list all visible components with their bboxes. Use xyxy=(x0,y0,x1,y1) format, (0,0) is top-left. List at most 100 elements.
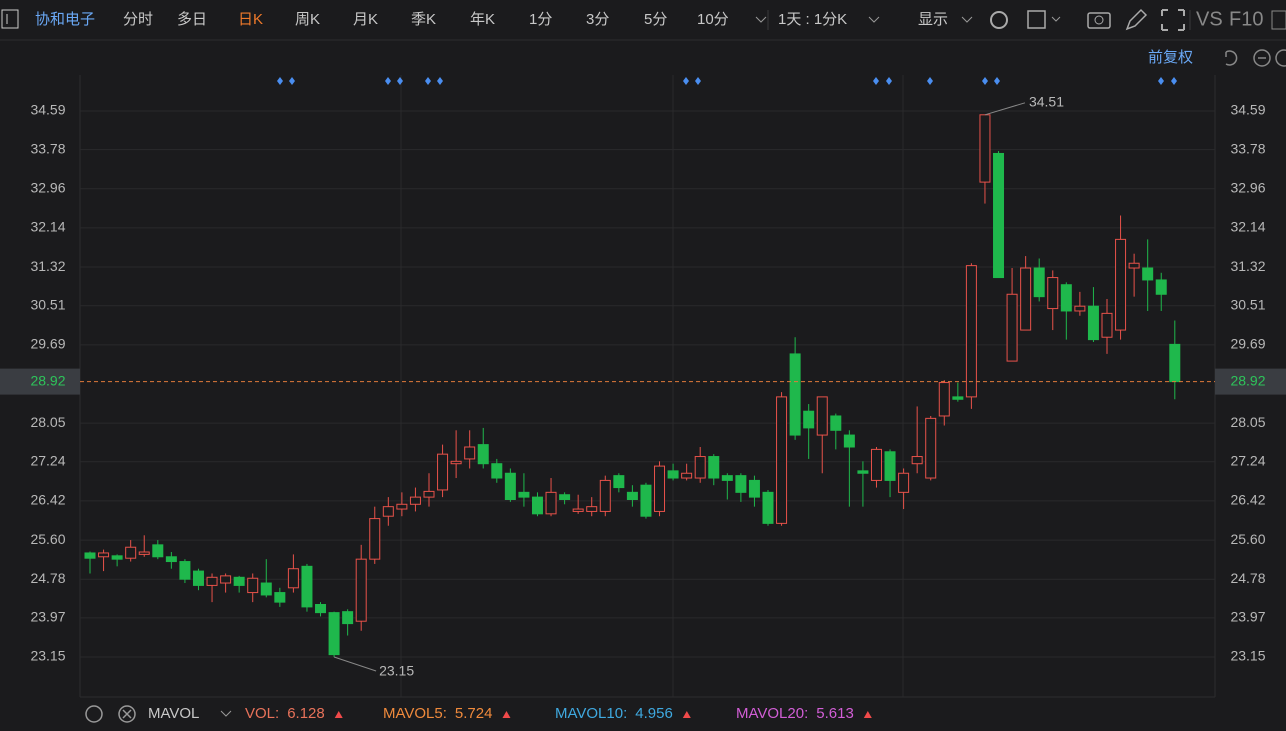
indicator-close[interactable] xyxy=(118,705,136,723)
candle-body xyxy=(1142,267,1154,281)
candle-body xyxy=(979,114,991,183)
event-marker[interactable] xyxy=(994,77,1000,85)
candle-body xyxy=(504,472,516,501)
event-marker[interactable] xyxy=(1171,77,1177,85)
y-tick-label: 32.14 xyxy=(30,219,65,235)
timeframe-tab[interactable]: 周K xyxy=(295,11,320,28)
candle-body xyxy=(423,490,435,498)
event-marker[interactable] xyxy=(873,77,879,85)
camera-icon[interactable] xyxy=(1087,12,1111,29)
f10-button[interactable]: F10 xyxy=(1229,8,1263,30)
y-tick-label: 25.60 xyxy=(30,531,65,547)
up-arrow xyxy=(682,711,691,718)
timeframe-tab[interactable]: 年K xyxy=(470,11,495,28)
y-tick-label: 24.78 xyxy=(30,570,65,586)
candle-body xyxy=(84,552,96,559)
event-marker[interactable] xyxy=(695,77,701,85)
event-marker[interactable] xyxy=(683,77,689,85)
event-marker[interactable] xyxy=(385,77,391,85)
indicator-value: 4.956 xyxy=(635,705,673,722)
event-marker[interactable] xyxy=(397,77,403,85)
event-marker[interactable] xyxy=(886,77,892,85)
candle-body xyxy=(925,417,937,479)
y-tick-label-right: 32.96 xyxy=(1230,179,1265,195)
dropdown-arrow[interactable] xyxy=(220,710,232,717)
color-icon[interactable] xyxy=(1027,10,1046,29)
y-tick-label: 26.42 xyxy=(30,492,65,508)
timeframe-tab[interactable]: 3分 xyxy=(586,11,609,28)
candle-body xyxy=(274,592,286,603)
event-marker[interactable] xyxy=(425,77,431,85)
y-tick-label-right: 34.59 xyxy=(1230,102,1265,118)
undo-icon[interactable] xyxy=(1225,50,1238,66)
candle-body xyxy=(220,575,232,584)
timeframe-tab[interactable]: 分时 xyxy=(123,11,153,28)
event-marker[interactable] xyxy=(927,77,933,85)
draw-icon[interactable] xyxy=(1125,8,1148,31)
candle-body xyxy=(613,475,625,489)
timeframe-tab[interactable]: 日K xyxy=(238,11,263,28)
y-tick-label-right: 25.60 xyxy=(1230,531,1265,547)
candle-body xyxy=(328,612,340,656)
indicator-name[interactable]: MAVOL xyxy=(148,705,199,722)
display-menu[interactable]: 显示 xyxy=(918,11,948,28)
candle-body xyxy=(165,556,177,563)
y-tick-label: 23.15 xyxy=(30,648,65,664)
y-tick-label-right: 31.32 xyxy=(1230,258,1265,274)
indicator-label: MAVOL20: xyxy=(736,705,808,722)
timeframe-tab[interactable]: 1分 xyxy=(529,11,552,28)
candle-body xyxy=(396,503,408,510)
candle-body xyxy=(654,465,666,512)
event-marker[interactable] xyxy=(437,77,443,85)
period-selector[interactable]: 1天 : 1分K xyxy=(778,11,847,28)
candle-body xyxy=(776,396,788,524)
y-tick-label-right: 27.24 xyxy=(1230,452,1265,468)
zoom-in-icon[interactable] xyxy=(1275,49,1286,67)
candle-body xyxy=(721,475,733,481)
tab-bar: 分时 多日 日K 周K 月K 季K 年K 1分 3分 5分 10分 xyxy=(123,11,729,28)
settings-icon[interactable] xyxy=(990,11,1008,29)
candle-body xyxy=(1047,277,1059,310)
candle-body xyxy=(1128,262,1140,269)
y-tick-label-right: 32.14 xyxy=(1230,219,1265,235)
candle-body xyxy=(369,518,381,560)
dropdown-arrow[interactable] xyxy=(1051,16,1061,22)
candle-body xyxy=(342,611,354,625)
timeframe-tab[interactable]: 多日 xyxy=(177,11,207,28)
adjust-mode[interactable]: 前复权 xyxy=(1148,48,1193,66)
candle-body xyxy=(518,491,530,498)
candle-body xyxy=(843,434,855,448)
event-marker[interactable] xyxy=(1158,77,1164,85)
menu-icon[interactable] xyxy=(1,9,19,29)
candle-body xyxy=(559,494,571,501)
dropdown-arrow[interactable] xyxy=(868,16,880,23)
candle-body xyxy=(640,484,652,517)
stock-name[interactable]: 协和电子 xyxy=(35,11,95,28)
candle-body xyxy=(1074,305,1086,312)
timeframe-tab[interactable]: 5分 xyxy=(644,11,667,28)
y-tick-label: 34.59 xyxy=(30,102,65,118)
timeframe-tab[interactable]: 季K xyxy=(411,11,436,28)
vs-button[interactable]: VS xyxy=(1196,8,1223,30)
dropdown-arrow[interactable] xyxy=(961,16,973,23)
zoom-out-icon[interactable] xyxy=(1253,49,1271,67)
max-pointer xyxy=(984,102,1026,116)
timeframe-tab[interactable]: 月K xyxy=(353,11,378,28)
candle-body xyxy=(382,506,394,517)
event-marker[interactable] xyxy=(289,77,295,85)
candle-body xyxy=(437,453,449,491)
fullscreen-icon[interactable] xyxy=(1161,9,1185,31)
timeframe-tab[interactable]: 10分 xyxy=(697,11,729,28)
indicator-settings[interactable] xyxy=(85,705,103,723)
candle-body xyxy=(98,552,110,558)
panel-icon[interactable] xyxy=(1271,10,1286,30)
min-pointer xyxy=(333,656,377,672)
candle-body xyxy=(681,472,693,479)
candle-body xyxy=(789,353,801,436)
y-tick-label-right: 23.15 xyxy=(1230,648,1265,664)
dropdown-arrow[interactable] xyxy=(755,16,767,23)
event-marker[interactable] xyxy=(982,77,988,85)
event-marker[interactable] xyxy=(277,77,283,85)
up-arrow xyxy=(863,711,872,718)
